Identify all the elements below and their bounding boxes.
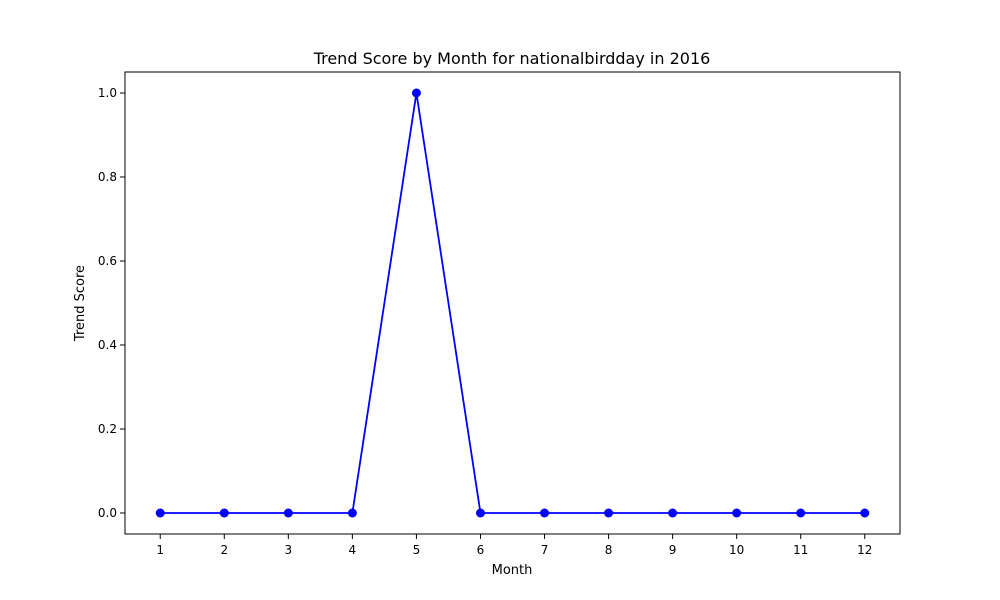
x-tick-label: 6 xyxy=(477,543,485,557)
x-tick-label: 3 xyxy=(285,543,293,557)
data-point xyxy=(540,508,550,518)
data-point xyxy=(796,508,806,518)
data-point xyxy=(475,508,485,518)
y-tick-label: 0.6 xyxy=(98,254,117,268)
data-point xyxy=(155,508,165,518)
data-point xyxy=(732,508,742,518)
data-point xyxy=(860,508,870,518)
y-axis: 0.0 0.2 0.4 0.6 0.8 1.0 xyxy=(98,86,125,520)
y-tick-label: 1.0 xyxy=(98,86,117,100)
x-tick-label: 12 xyxy=(857,543,872,557)
data-point xyxy=(668,508,678,518)
y-tick-label: 0.4 xyxy=(98,338,117,352)
series-layer xyxy=(155,88,870,518)
x-tick-label: 7 xyxy=(541,543,549,557)
data-point xyxy=(411,88,421,98)
plot-area xyxy=(124,71,901,535)
data-point xyxy=(604,508,614,518)
y-axis-label: Trend Score xyxy=(73,265,88,342)
x-tick-label: 10 xyxy=(729,543,744,557)
y-tick-label: 0.0 xyxy=(98,506,117,520)
x-tick-label: 5 xyxy=(413,543,421,557)
x-axis-label: Month xyxy=(492,563,533,578)
x-tick-label: 2 xyxy=(220,543,228,557)
x-tick-label: 9 xyxy=(669,543,677,557)
x-axis: 1 2 3 4 5 6 7 8 9 10 11 12 xyxy=(156,534,872,557)
x-tick-label: 1 xyxy=(156,543,164,557)
x-tick-label: 8 xyxy=(605,543,613,557)
x-tick-label: 11 xyxy=(793,543,808,557)
y-tick-label: 0.2 xyxy=(98,422,117,436)
series-line xyxy=(160,92,865,514)
data-point xyxy=(283,508,293,518)
y-tick-label: 0.8 xyxy=(98,170,117,184)
data-point xyxy=(219,508,229,518)
data-point xyxy=(347,508,357,518)
x-tick-label: 4 xyxy=(349,543,357,557)
chart-title: Trend Score by Month for nationalbirdday… xyxy=(313,49,711,68)
